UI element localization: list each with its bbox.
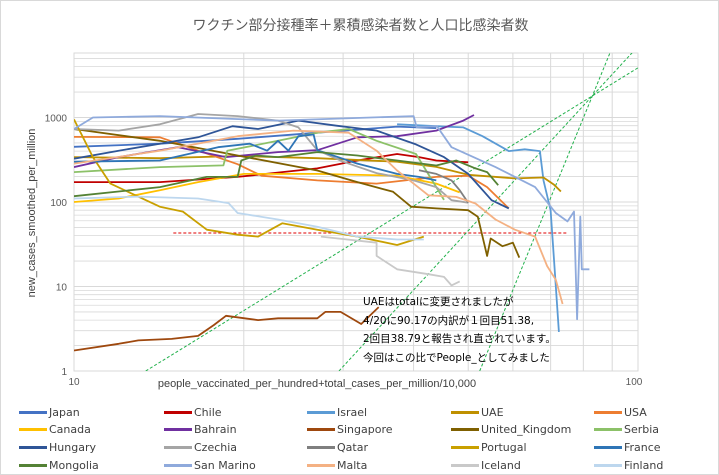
y-tick-label: 100 bbox=[50, 198, 67, 209]
legend-item: San Marino bbox=[164, 459, 256, 472]
legend-swatch bbox=[19, 411, 47, 414]
legend-label: Malta bbox=[337, 459, 368, 472]
annotation-line: UAEはtotalに変更されましたが bbox=[363, 296, 514, 308]
series-line-france bbox=[74, 133, 437, 182]
y-tick-label: 10 bbox=[56, 283, 68, 294]
legend-item: Qatar bbox=[307, 441, 368, 454]
legend-item: Malta bbox=[307, 459, 367, 472]
legend-label: Singapore bbox=[337, 423, 393, 436]
legend-item: United_Kingdom bbox=[451, 423, 571, 436]
gridlines bbox=[73, 52, 639, 372]
annotation-note: UAEはtotalに変更されましたが 4/20に90.17の内訳が１回目51.3… bbox=[363, 293, 556, 367]
legend-swatch bbox=[307, 428, 335, 431]
legend-swatch bbox=[594, 464, 622, 467]
legend-label: Portugal bbox=[481, 441, 527, 454]
x-axis-label: people_vaccinated_per_hundred+total_case… bbox=[158, 378, 476, 390]
series-line-malta bbox=[74, 129, 564, 305]
chart-title: ワクチン部分接種率＋累積感染者数と人口比感染者数 bbox=[192, 18, 529, 34]
series-line-czechia bbox=[74, 113, 469, 204]
annotation-line: 今回はこの比でPeople_としてみました bbox=[363, 351, 550, 364]
legend-item: Serbia bbox=[594, 423, 659, 436]
y-axis-label: new_cases_smoothed_per_million bbox=[26, 129, 38, 298]
series-line-japan bbox=[74, 125, 437, 148]
series-line-serbia bbox=[74, 128, 445, 201]
series-line-israel bbox=[397, 123, 560, 332]
legend-swatch bbox=[594, 428, 622, 431]
legend-label: Israel bbox=[337, 406, 368, 419]
reference-line-guide-1 bbox=[145, 67, 638, 371]
annotation-line: 4/20に90.17の内訳が１回目51.38, bbox=[363, 314, 535, 327]
legend-swatch bbox=[451, 411, 479, 414]
legend-item: Singapore bbox=[307, 423, 393, 436]
legend-swatch bbox=[451, 428, 479, 431]
legend-label: United_Kingdom bbox=[481, 423, 572, 436]
legend-item: Canada bbox=[19, 423, 91, 436]
legend-label: Serbia bbox=[624, 423, 660, 436]
legend-swatch bbox=[451, 464, 479, 467]
legend-label: Hungary bbox=[49, 441, 96, 454]
series-lines bbox=[74, 113, 590, 352]
legend-label: Japan bbox=[49, 406, 80, 419]
legend-swatch bbox=[164, 428, 192, 431]
series-line-qatar bbox=[418, 169, 469, 204]
legend-swatch bbox=[19, 446, 47, 449]
series-line-iceland bbox=[320, 235, 461, 287]
legend-label: Canada bbox=[49, 423, 91, 436]
legend-swatch bbox=[594, 411, 622, 414]
legend-swatch bbox=[307, 411, 335, 414]
series-line-singapore bbox=[74, 306, 380, 352]
legend-label: Qatar bbox=[337, 441, 368, 454]
legend-swatch bbox=[307, 446, 335, 449]
legend-item: Czechia bbox=[164, 441, 237, 454]
legend-item: Israel bbox=[307, 406, 367, 419]
series-line-mongolia bbox=[74, 151, 499, 198]
legend-label: Iceland bbox=[481, 459, 521, 472]
x-tick-label: 100 bbox=[626, 377, 643, 388]
legend-swatch bbox=[164, 446, 192, 449]
legend-label: France bbox=[624, 441, 661, 454]
series-line-canada bbox=[74, 172, 461, 203]
legend-item: Hungary bbox=[19, 441, 96, 454]
reference-line-guide-2 bbox=[338, 53, 633, 371]
legend-label: Chile bbox=[194, 406, 222, 419]
legend-item: Bahrain bbox=[164, 423, 237, 436]
series-line-uae bbox=[74, 155, 562, 193]
series-line-san-marino bbox=[74, 115, 590, 321]
legend-item: Japan bbox=[19, 406, 80, 419]
legend-swatch bbox=[164, 464, 192, 467]
legend-item: USA bbox=[594, 406, 647, 419]
legend-item: UAE bbox=[451, 406, 504, 419]
y-tick-label: 1000 bbox=[45, 114, 68, 125]
legend-swatch bbox=[451, 446, 479, 449]
legend-label: Finland bbox=[624, 459, 664, 472]
legend-swatch bbox=[307, 464, 335, 467]
series-line-hungary bbox=[74, 119, 510, 210]
legend: Japan Chile Israel UAE USA Canada Bahrain Singa… bbox=[1, 403, 718, 474]
legend-swatch bbox=[594, 446, 622, 449]
series-line-finland bbox=[74, 195, 424, 241]
legend-label: Czechia bbox=[194, 441, 238, 454]
legend-label: USA bbox=[624, 406, 647, 419]
legend-label: San Marino bbox=[194, 459, 256, 472]
legend-item: Iceland bbox=[451, 459, 521, 472]
legend-label: Bahrain bbox=[194, 423, 237, 436]
legend-item: Finland bbox=[594, 459, 663, 472]
legend-swatch bbox=[19, 464, 47, 467]
legend-item: Portugal bbox=[451, 441, 527, 454]
legend-label: UAE bbox=[481, 406, 504, 419]
legend-label: Mongolia bbox=[49, 459, 99, 472]
legend-item: Chile bbox=[164, 406, 222, 419]
legend-item: Mongolia bbox=[19, 459, 99, 472]
legend-swatch bbox=[19, 428, 47, 431]
series-line-united-kingdom bbox=[74, 128, 521, 258]
legend-swatch bbox=[164, 411, 192, 414]
annotation-line: 2回目38.79と報告され直されています。 bbox=[363, 333, 556, 345]
y-tick-label: 1 bbox=[61, 367, 67, 378]
legend-item: France bbox=[594, 441, 661, 454]
x-tick-label: 10 bbox=[68, 377, 80, 388]
